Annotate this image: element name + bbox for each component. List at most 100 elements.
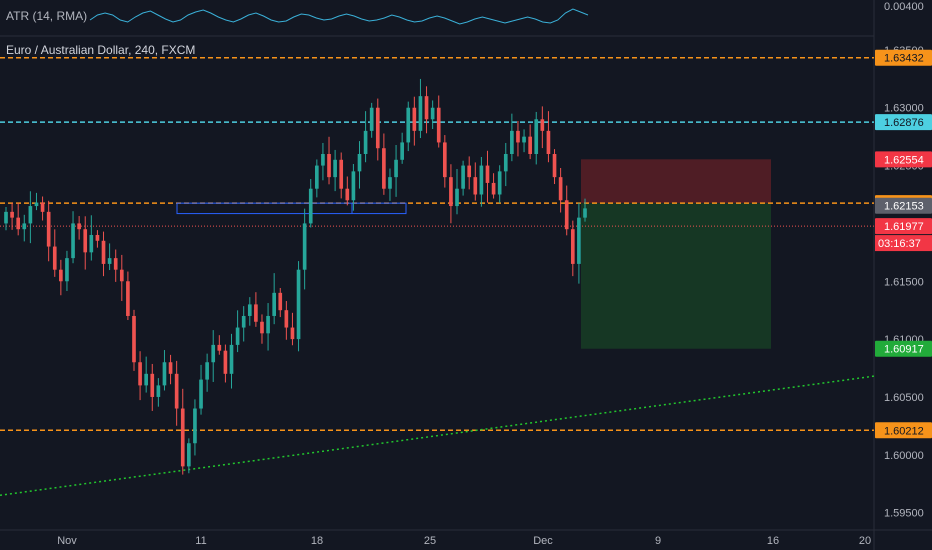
zone-box-group[interactable] [176,202,407,215]
price-tag-bg [875,114,932,131]
price-tag-1-61977: 1.61977 [875,218,932,235]
time-tick-label: 11 [195,535,206,547]
candle [485,150,490,203]
candle [534,111,539,165]
candle-body [583,208,587,218]
candle [302,208,307,290]
candle-body [34,202,39,207]
candle-body [278,292,283,311]
candle-body [187,443,191,467]
candle-body [284,310,289,328]
candle [59,259,63,296]
candle [162,350,167,391]
candle [424,86,429,134]
price-tick-label: 1.60500 [884,392,924,404]
price-tag-text: 1.63432 [884,53,924,65]
candle-body [388,177,392,189]
price-tags: 1.634321.628761.625541.621751.621531.619… [875,49,932,439]
candle [205,353,209,392]
candle [193,399,197,456]
candle [363,111,368,163]
candle [339,152,344,199]
candle [412,96,417,146]
candle [308,178,313,228]
candle [52,229,57,277]
candle-body [107,258,112,264]
stop-loss-zone[interactable] [581,159,771,204]
candle [144,356,149,393]
candle [570,220,575,277]
candle-body [193,408,197,444]
candle-body [577,217,581,264]
candle [241,306,246,342]
candle [400,132,404,164]
candle-body [528,136,532,155]
candle-body [223,350,228,374]
price-tag-bg [875,422,932,439]
price-tag-text: 1.62876 [884,117,924,129]
candle [406,101,411,152]
candle [430,100,435,130]
candle-body [510,130,514,155]
atr-line[interactable] [89,8,589,25]
price-tag-1-62153: 1.62153 [875,197,932,214]
candle [290,312,295,346]
candle-body [132,315,136,363]
candle [83,216,88,270]
candle [235,310,240,353]
candle-body [199,379,203,409]
candle-body [95,234,100,241]
indicator-title[interactable]: ATR (14, RMA) [6,9,88,23]
candle [101,231,106,277]
candle-body [247,304,252,316]
candle-body [485,165,490,183]
candle-body [315,165,319,189]
candle [546,111,551,163]
candle [150,363,155,411]
candle [254,292,258,327]
horizontal-levels[interactable] [0,56,874,432]
candle-body [491,182,496,195]
symbol-title[interactable]: Euro / Australian Dollar, 240, FXCM [6,43,196,57]
candle-body [436,107,441,143]
price-tag-1-60212: 1.60212 [875,422,932,439]
candle-body [449,177,453,207]
candle-body [473,177,478,195]
take-profit-zone[interactable] [581,203,771,349]
countdown-tag-bg [875,235,932,252]
price-tag-text: 1.61977 [884,221,924,233]
time-axis[interactable]: Nov 11 18 25 Dec 9 16 20 [57,535,871,547]
candle-body [168,362,173,374]
candle [187,438,191,474]
candle-body [333,159,337,178]
support-box[interactable] [176,202,407,215]
candle-body [327,154,331,178]
candle-body [503,154,508,172]
candle-body [59,269,63,282]
candle-body [205,362,209,380]
position-zones[interactable] [581,159,771,349]
indicator-pane[interactable]: 0.00400 [89,1,924,25]
trendline-group[interactable] [0,375,875,497]
candle [260,314,264,344]
candle [272,273,276,325]
candle-body [442,142,447,178]
price-tag-bg [875,197,932,214]
candle [315,159,319,198]
candle-body [156,385,161,397]
candle [345,176,350,206]
trendline[interactable] [0,375,875,497]
candle [564,185,569,236]
candle [65,250,69,291]
candle [180,388,185,475]
candle-body [552,154,557,178]
candle [247,297,252,326]
candle [278,287,283,318]
candle-body [351,171,356,201]
price-tick-label: 1.63000 [884,103,924,115]
candle [156,378,161,407]
candle-body [77,223,81,230]
candle-body [516,130,520,143]
